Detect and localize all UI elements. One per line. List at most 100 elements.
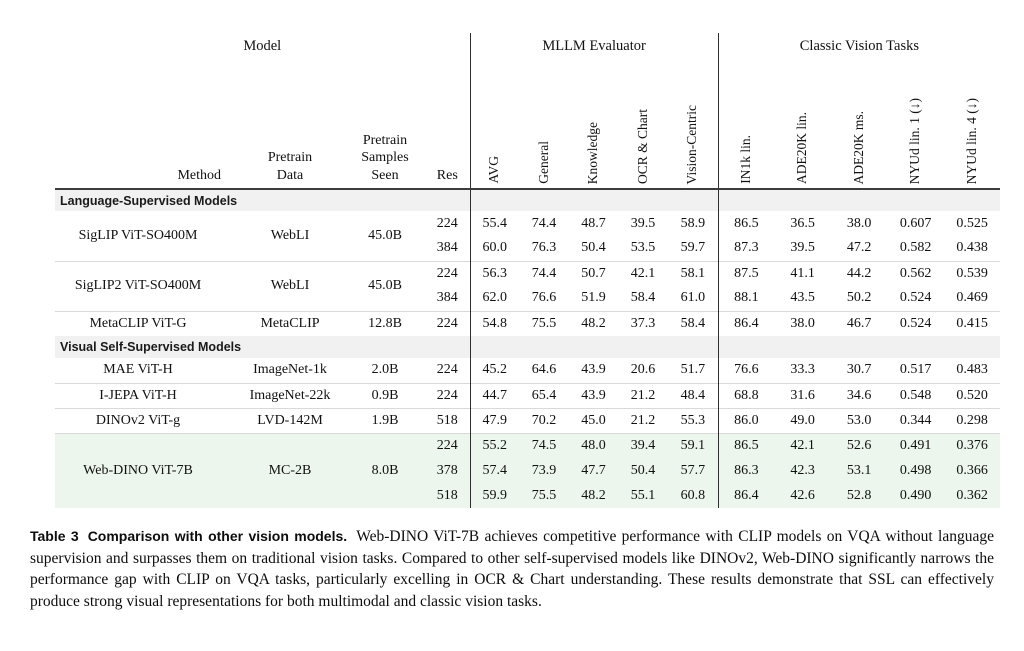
table-cell: 50.4: [581, 240, 606, 256]
samples-seen-cell: 12.8B: [345, 310, 425, 336]
res-cell: 224: [425, 310, 471, 336]
table-cell: 0.525: [956, 215, 988, 231]
section-label: Language-Supervised Models: [55, 189, 471, 211]
res-cell: 518: [425, 407, 471, 433]
table-cell: 51.9: [581, 290, 606, 306]
table-cell: 58.4: [668, 310, 719, 336]
table-cell: 0.469: [956, 290, 988, 306]
table-cell: 58.4: [630, 290, 656, 306]
samples-seen-cell: 45.0B: [368, 227, 402, 243]
table-row-webdino-378: 378 57.4 73.9 47.7 50.4 57.7 86.3 42.3 5…: [55, 458, 1001, 483]
res-cell: 224: [425, 382, 471, 408]
table-cell: 59.9: [469, 483, 520, 508]
section-filler: [717, 189, 1001, 211]
table-cell: 0.362: [944, 483, 1001, 508]
table-cell: 87.5: [717, 260, 775, 286]
table-cell: 0.524: [899, 290, 932, 306]
table-cell: 39.5: [630, 215, 656, 231]
table-cell: 43.5: [790, 290, 815, 306]
section-row-language-supervised: Language-Supervised Models: [55, 189, 1001, 211]
table-cell: 75.5: [519, 483, 570, 508]
table-cell: 75.5: [519, 310, 570, 336]
table-cell: 48.7: [581, 215, 606, 231]
table-cell: 47.7: [569, 458, 619, 483]
res-cell: 384: [436, 240, 458, 256]
caption-body: Web-DINO ViT-7B achieves competitive per…: [30, 528, 995, 610]
caption-tag: Table 3: [30, 528, 79, 544]
pretrain-data-cell: MetaCLIP: [235, 310, 345, 336]
table-cell: 0.344: [887, 407, 945, 433]
table-row-siglip-224: SigLIP ViT-SO400M WebLI 45.0B 224 55.4 7…: [55, 211, 1000, 243]
table-cell: 38.0: [774, 310, 832, 336]
table-cell: 0.539: [944, 260, 1001, 286]
res-cell: 224: [436, 215, 458, 231]
table-cell: 45.0: [569, 407, 619, 433]
col-header-knowledge: Knowledge: [569, 59, 619, 190]
col-header-nyud-lin-4: NYUd lin. 4 (↓): [944, 59, 1001, 190]
table-cell: 31.6: [774, 382, 832, 408]
table-cell: 88.1: [717, 286, 775, 311]
table-cell: 45.2: [469, 358, 520, 383]
col-header-method: Method: [55, 59, 235, 190]
method-cell: MAE ViT-H: [103, 362, 173, 378]
table-cell: 76.6: [531, 290, 557, 306]
samples-seen-cell: 1.9B: [345, 407, 425, 433]
table-cell: 53.0: [831, 407, 888, 433]
col-header-ade20k-ms-label: ADE20K ms.: [850, 110, 866, 185]
pretrain-data-cell: WebLI: [235, 260, 345, 311]
table-cell: 68.8: [717, 382, 775, 408]
method-cell: SigLIP2 ViT-SO400M: [55, 260, 235, 311]
method-cell: I-JEPA ViT-H: [55, 382, 235, 408]
col-header-ocr-chart-label: OCR & Chart: [634, 108, 650, 184]
table-cell: 74.5: [519, 432, 570, 458]
pretrain-data-cell: LVD-142M: [235, 407, 345, 433]
table-group-header-row: Model MLLM Evaluator Classic Vision Task…: [55, 33, 1001, 59]
table-row-mae-224: MAE ViT-H ImageNet-1k 2.0B 224 45.2 64.6…: [55, 358, 1000, 383]
table-cell: 86.0: [717, 407, 775, 433]
group-header-classic-vision-tasks: Classic Vision Tasks: [717, 33, 1001, 59]
table-cell: 53.5: [630, 240, 656, 256]
table-row-dinov2-518: DINOv2 ViT-g LVD-142M 1.9B 518 47.9 70.2…: [55, 407, 1001, 433]
table-cell: 42.1: [618, 260, 669, 286]
table-cell: 52.8: [831, 483, 888, 508]
col-header-general: General: [519, 59, 570, 190]
table-cell: 0.524: [887, 310, 945, 336]
table-cell: 0.562: [887, 260, 945, 286]
table-row-siglip2-384: 384 62.0 76.6 51.9 58.4 61.0 88.1 43.5 5…: [55, 286, 1000, 311]
table-cell: 42.1: [774, 432, 832, 458]
table-cell: 57.7: [668, 458, 719, 483]
table-cell: 52.6: [831, 432, 888, 458]
table-cell: 55.1: [618, 483, 669, 508]
table-cell: 0.438: [956, 240, 988, 256]
table-cell: 59.7: [680, 240, 706, 256]
table-cell: 38.0: [846, 215, 872, 231]
res-cell: 224: [425, 260, 471, 286]
table-cell: 74.4: [531, 215, 557, 231]
col-header-nyud-lin-1-label: NYUd lin. 1 (↓): [907, 97, 923, 184]
comparison-table-wrapper: Model MLLM Evaluator Classic Vision Task…: [55, 33, 1001, 508]
table-cell: 0.483: [956, 362, 988, 378]
table-cell: 0.298: [944, 407, 1001, 433]
group-header-mllm-evaluator: MLLM Evaluator: [469, 33, 719, 59]
col-header-general-label: General: [535, 141, 551, 184]
pretrain-data-cell: MC-2B: [235, 432, 345, 508]
section-filler: [717, 336, 1001, 358]
res-cell: 224: [436, 362, 458, 378]
table-cell: 0.498: [887, 458, 945, 483]
table-column-header-row: Method Pretrain Data Pretrain Samples Se…: [55, 59, 1001, 190]
table-row-webdino-518: 518 59.9 75.5 48.2 55.1 60.8 86.4 42.6 5…: [55, 483, 1001, 508]
table-cell: 33.3: [790, 362, 815, 378]
col-header-knowledge-label: Knowledge: [585, 121, 601, 184]
samples-seen-cell: 8.0B: [345, 432, 425, 508]
table-cell: 50.2: [846, 290, 872, 306]
caption-title: Comparison with other vision models.: [87, 528, 348, 544]
section-row-visual-self-supervised: Visual Self-Supervised Models: [55, 336, 1001, 358]
table-cell: 37.3: [618, 310, 669, 336]
table-cell: 73.9: [519, 458, 570, 483]
table-cell: 21.2: [618, 407, 669, 433]
table-cell: 42.3: [774, 458, 832, 483]
table-cell: 64.6: [531, 362, 557, 378]
table-cell: 34.6: [831, 382, 888, 408]
table-cell: 0.548: [887, 382, 945, 408]
table-cell: 50.7: [569, 260, 619, 286]
